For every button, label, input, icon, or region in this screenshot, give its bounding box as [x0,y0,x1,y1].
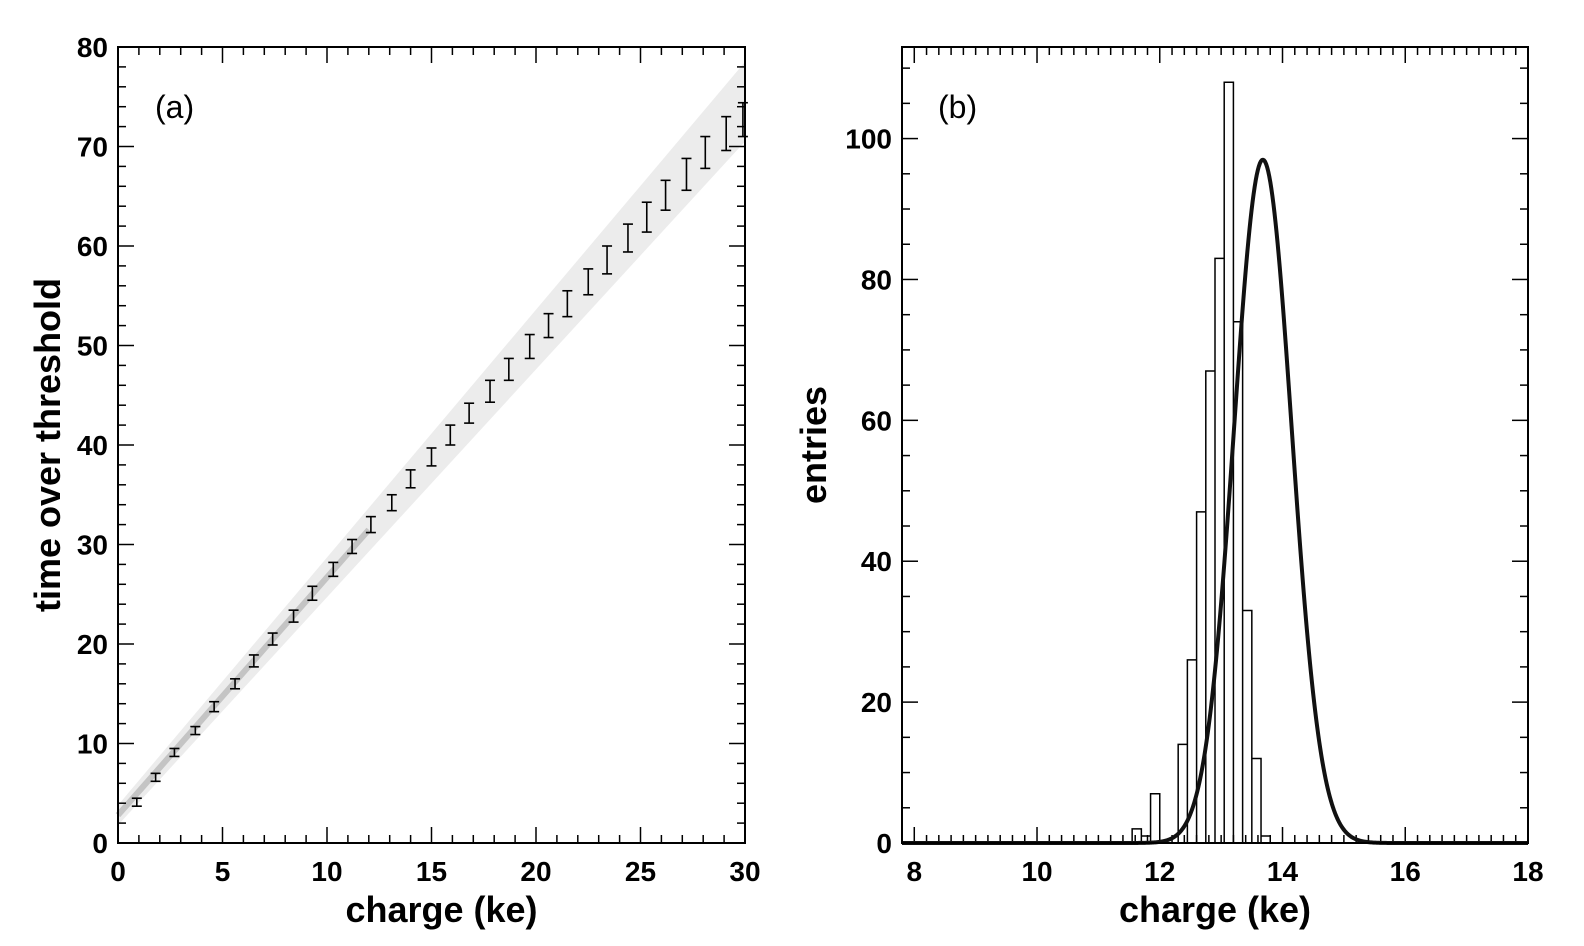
y-tick-label: 20 [861,687,892,718]
x-tick-label: 15 [416,856,447,887]
y-axis-title-b: entries [793,386,834,504]
histogram-bin [1206,371,1215,843]
y-tick-label: 40 [77,430,108,461]
plot-frame-b [901,46,1529,844]
error-bar-point [681,157,692,192]
error-bar-point [562,289,573,318]
y-tick-label: 50 [77,331,108,362]
y-tick-label: 0 [92,828,108,859]
panel-a: 0 5 10 15 20 25 30 0 10 20 30 40 50 60 70 80 (a) charg… [27,32,761,930]
x-axis-title-b: charge (ke) [1119,889,1311,930]
data-points-a [131,101,748,807]
error-bar-point [485,379,496,404]
error-bar-point [230,678,241,690]
ticks-b [902,47,1529,844]
error-bar-point [150,772,161,783]
y-tick-label: 60 [861,405,892,436]
y-tick-label: 30 [77,530,108,561]
y-tick-labels-b: 0 20 40 60 80 100 [845,124,892,859]
x-tick-label: 18 [1512,856,1543,887]
gray-band-a [115,61,745,826]
x-tick-labels-a: 0 5 10 15 20 25 30 [110,856,760,887]
error-bar-point [288,609,299,623]
histogram-outline [902,81,1528,844]
error-bar-point [169,747,180,758]
y-axis-title-a: time over threshold [27,278,68,612]
error-bar-point [737,101,748,138]
error-bar-point [365,515,376,534]
x-tick-labels-b: 8 10 12 14 16 18 [906,856,1543,887]
y-tick-label: 80 [77,32,108,63]
error-bar-point [405,469,416,489]
histogram-bins [1132,82,1270,843]
y-tick-label: 10 [77,729,108,760]
y-tick-labels-a: 0 10 20 30 40 50 60 70 80 [77,32,108,859]
error-bar-point [445,424,456,446]
error-bar-point [267,632,278,646]
error-bar-point [328,561,339,578]
y-tick-label: 60 [77,231,108,262]
error-bar-point [503,357,514,382]
histogram-bin [1243,611,1252,843]
error-bar-point [464,402,475,424]
x-tick-label: 20 [520,856,551,887]
y-tick-label: 20 [77,629,108,660]
x-tick-label: 25 [625,856,656,887]
histogram-bin [1215,258,1224,843]
x-tick-label: 10 [1021,856,1052,887]
x-tick-label: 5 [215,856,231,887]
error-bar-point [131,797,142,807]
x-tick-label: 16 [1390,856,1421,887]
error-bar-point [307,585,318,602]
y-tick-label: 100 [845,124,892,155]
x-tick-label: 12 [1144,856,1175,887]
y-tick-label: 40 [861,546,892,577]
x-tick-label: 14 [1267,856,1299,887]
panel-b: 8 10 12 14 16 18 0 20 40 60 80 100 (b) charge (ke)… [793,46,1544,930]
error-bar-point [209,700,220,713]
error-bar-point [524,333,535,360]
y-tick-label: 80 [861,264,892,295]
error-bar-point [641,201,652,233]
histogram-bin [1151,794,1160,843]
error-bar-point [190,725,201,736]
x-axis-title-a: charge (ke) [345,889,537,930]
x-tick-label: 0 [110,856,126,887]
histogram-bin [1132,829,1141,843]
panel-label-a: (a) [155,89,194,125]
plot-frame-a [117,46,746,844]
error-bar-point [583,268,594,296]
x-tick-label: 8 [906,856,922,887]
error-bar-point [347,538,358,555]
panel-label-b: (b) [938,89,977,125]
error-bar-point [426,447,437,467]
histogram-bin [1261,836,1270,843]
error-bar-point [543,312,554,339]
error-bar-point [622,223,633,253]
error-bar-point [386,493,397,512]
error-bar-point [721,115,732,152]
x-tick-label: 30 [729,856,760,887]
error-bar-point [602,245,613,275]
band-core [115,527,372,818]
histogram-bin [1252,758,1261,843]
error-bar-point [660,179,671,211]
x-tick-label: 10 [311,856,342,887]
y-tick-label: 70 [77,132,108,163]
y-tick-label: 0 [876,828,892,859]
error-bar-point [248,654,259,668]
error-bar-point [700,135,711,170]
